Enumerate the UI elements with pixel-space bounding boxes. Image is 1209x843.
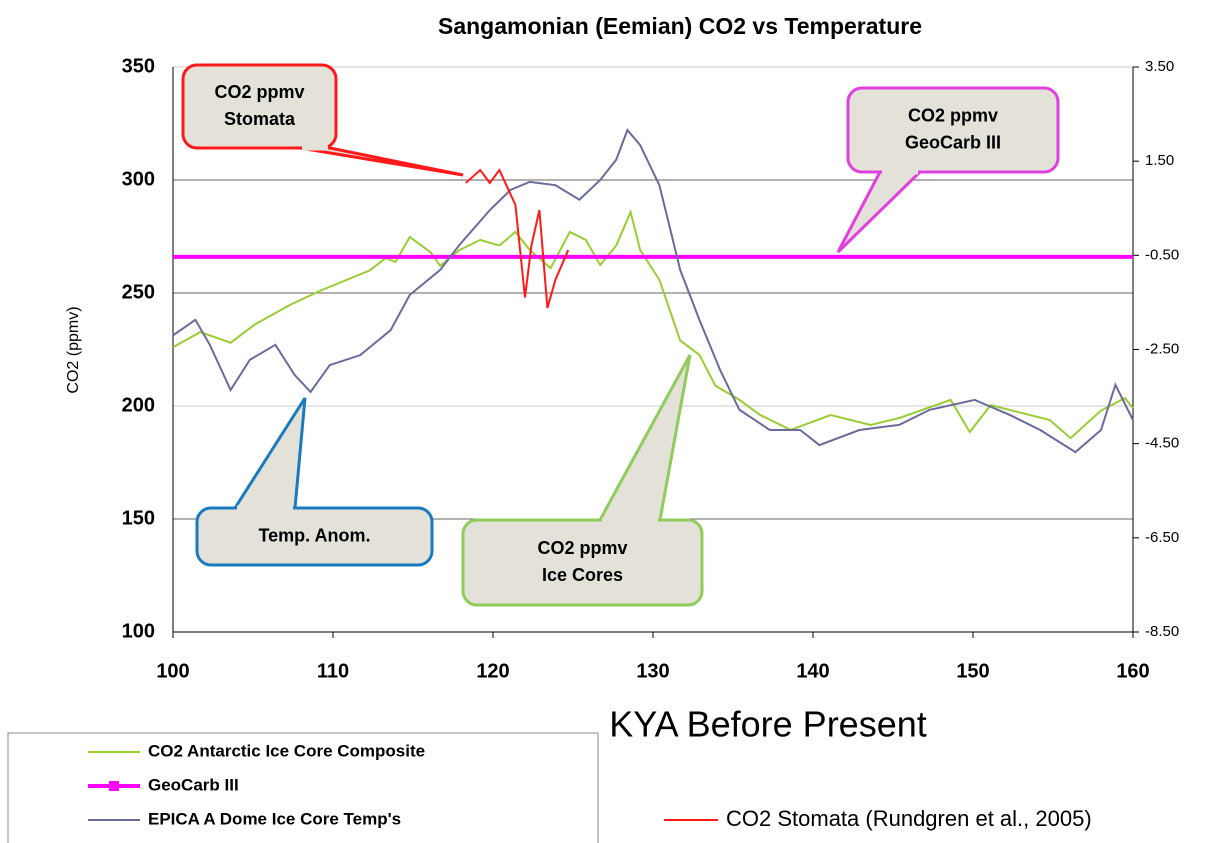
y2-tick-label: 3.50 bbox=[1145, 58, 1174, 75]
series-line bbox=[172, 128, 1134, 454]
y-tick-label: 150 bbox=[122, 507, 155, 529]
x-tick-label: 100 bbox=[156, 660, 189, 682]
y2-tick-label: -0.50 bbox=[1145, 246, 1179, 263]
callout-text: CO2 ppmv bbox=[908, 105, 998, 125]
callout-pointer bbox=[836, 170, 924, 254]
x-axis-label: KYA Before Present bbox=[609, 704, 927, 745]
callout-text: GeoCarb III bbox=[905, 132, 1001, 152]
y-tick-label: 250 bbox=[122, 281, 155, 303]
series-line bbox=[465, 168, 570, 309]
callout-pointer bbox=[597, 354, 692, 522]
legend-label: CO2 Antarctic Ice Core Composite bbox=[148, 741, 425, 760]
y-tick-label: 300 bbox=[122, 168, 155, 190]
callout-text: Ice Cores bbox=[542, 565, 623, 585]
x-tick-label: 150 bbox=[956, 660, 989, 682]
legend-marker bbox=[109, 781, 119, 791]
y2-tick-label: 1.50 bbox=[1145, 152, 1174, 169]
x-tick-label: 110 bbox=[317, 660, 349, 682]
x-tick-label: 160 bbox=[1116, 660, 1149, 682]
callout-box bbox=[195, 506, 434, 567]
y2-tick-label: -6.50 bbox=[1145, 529, 1179, 546]
y-tick-label: 350 bbox=[122, 55, 155, 77]
callout-text: Stomata bbox=[224, 109, 296, 129]
callout-pointer bbox=[299, 146, 464, 177]
callout-pointer bbox=[232, 397, 307, 510]
legend-label: EPICA A Dome Ice Core Temp's bbox=[148, 809, 401, 828]
callout-box bbox=[846, 86, 1060, 174]
x-tick-label: 140 bbox=[796, 660, 829, 682]
callout-text: CO2 ppmv bbox=[214, 82, 304, 102]
callout-text: Temp. Anom. bbox=[259, 525, 371, 545]
legend-label: GeoCarb III bbox=[148, 775, 239, 794]
series-line bbox=[172, 208, 1134, 440]
y2-tick-label: -8.50 bbox=[1145, 623, 1179, 640]
legend-label: CO2 Stomata (Rundgren et al., 2005) bbox=[726, 806, 1092, 831]
chart-title: Sangamonian (Eemian) CO2 vs Temperature bbox=[438, 13, 922, 39]
callout-box bbox=[181, 63, 338, 150]
callout-text: CO2 ppmv bbox=[537, 538, 627, 558]
y2-tick-label: -4.50 bbox=[1145, 435, 1179, 452]
callout-box bbox=[461, 518, 704, 607]
y2-tick-label: -2.50 bbox=[1145, 340, 1179, 357]
y-axis-label: CO2 (ppmv) bbox=[65, 306, 82, 393]
x-tick-label: 130 bbox=[636, 660, 669, 682]
y-tick-label: 200 bbox=[122, 394, 155, 416]
y-tick-label: 100 bbox=[122, 620, 155, 642]
x-tick-label: 120 bbox=[476, 660, 509, 682]
